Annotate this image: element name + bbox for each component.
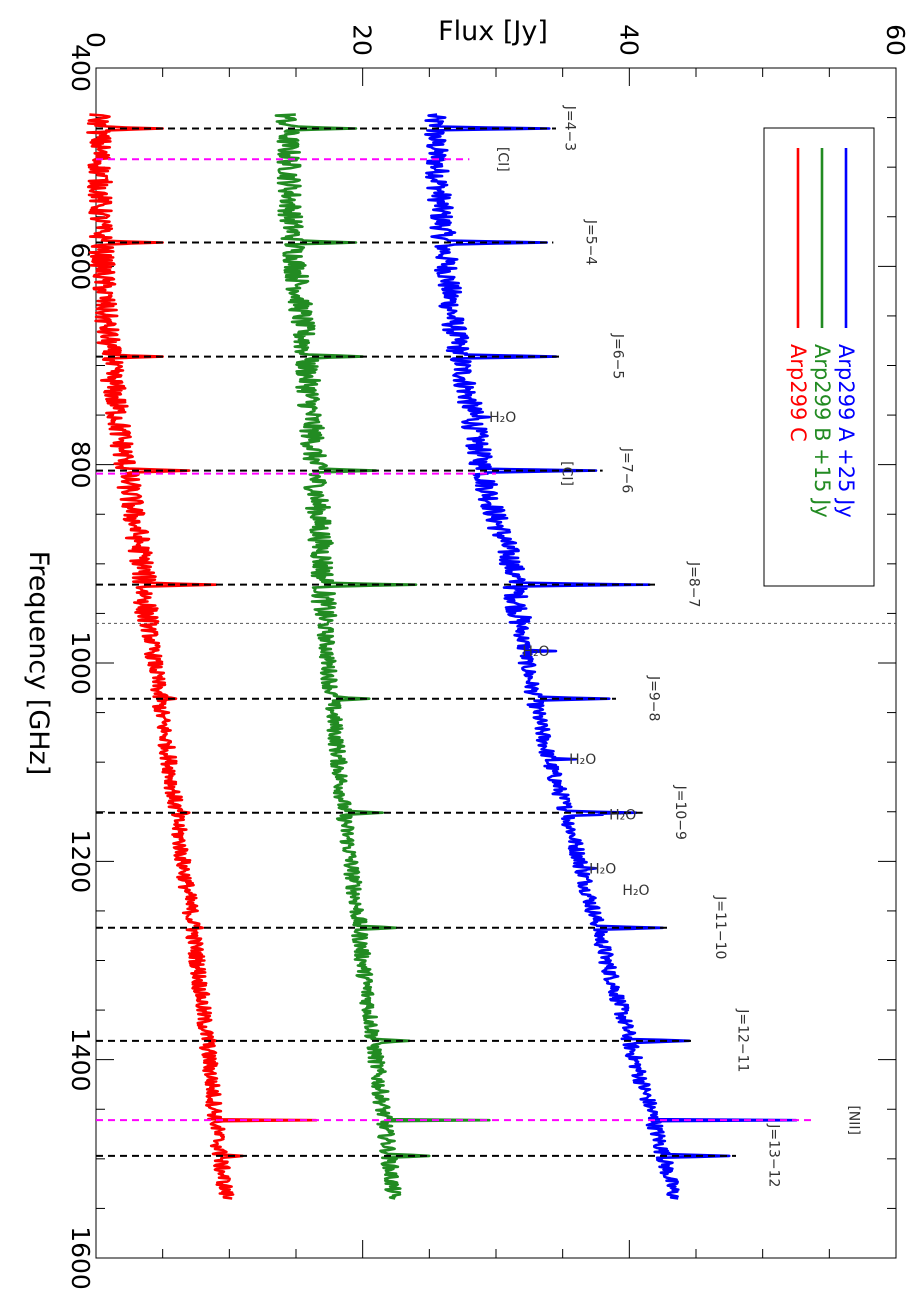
- water-line-label-group: H₂O: [522, 644, 549, 660]
- line-labels: J=4−3 J=5−4 J=6−5 J=7−6 J=8−7 J=9−8 J=10−9 J=11…: [489, 105, 861, 1188]
- legend-entry-group: Arp299 B +15 Jy: [810, 344, 834, 518]
- co-line-label: J=9−8: [645, 675, 661, 721]
- co-line-label-group: J=11−10: [712, 895, 728, 959]
- x-tick-label: 1400: [66, 1028, 95, 1092]
- legend-label-a: Arp299 A +25 Jy: [834, 344, 858, 518]
- atomic-line-label-group: [CI]: [495, 147, 511, 172]
- y-tick-label-group: 20: [348, 24, 377, 56]
- co-line-label: J=10−9: [672, 785, 688, 840]
- water-line-label: H₂O: [522, 644, 549, 660]
- y-tick-label: 0: [81, 32, 110, 48]
- spectra: [86, 113, 798, 1200]
- co-line-label: J=4−3: [561, 105, 577, 151]
- co-line-label: J=11−10: [712, 895, 728, 959]
- legend-label-b: Arp299 B +15 Jy: [810, 344, 834, 518]
- co-line-label: J=5−4: [583, 219, 599, 265]
- x-tick-label: 400: [66, 44, 95, 92]
- spectrum-line-b: [274, 113, 491, 1200]
- co-line-label: J=8−7: [685, 561, 701, 607]
- co-line-label-group: J=10−9: [672, 785, 688, 840]
- x-tick-label: 1000: [66, 631, 95, 695]
- legend-label-c: Arp299 C: [786, 344, 810, 442]
- spectrum-line-c: [86, 113, 318, 1200]
- co-line-label-group: J=13−12: [765, 1123, 781, 1187]
- x-tick-label-group: 1200: [66, 830, 95, 894]
- water-line-label-group: H₂O: [609, 808, 636, 824]
- x-tick-label: 1200: [66, 830, 95, 894]
- water-line-label: H₂O: [622, 883, 649, 899]
- co-line-label-group: J=12−11: [735, 1008, 751, 1072]
- atomic-line-label: [NII]: [845, 1105, 861, 1135]
- co-line-label-group: J=9−8: [645, 675, 661, 721]
- y-tick-label: 40: [614, 24, 643, 56]
- co-line-label: J=6−5: [609, 333, 625, 379]
- co-line-label: J=13−12: [765, 1123, 781, 1187]
- co-line-label-group: J=8−7: [685, 561, 701, 607]
- x-tick-label-group: 800: [66, 441, 95, 489]
- x-axis-title: Frequency [GHz]: [23, 551, 54, 776]
- x-tick-label-group: 1600: [66, 1226, 95, 1290]
- x-tick-label: 1600: [66, 1226, 95, 1290]
- atomic-line-label: [CI]: [559, 461, 575, 486]
- y-tick-label: 60: [881, 24, 910, 56]
- axis-ticks: [95, 67, 897, 1259]
- co-line-label: J=7−6: [619, 447, 635, 493]
- atomic-line-label: [CI]: [495, 147, 511, 172]
- y-tick-label-group: 60: [881, 24, 910, 56]
- y-tick-label: 20: [348, 24, 377, 56]
- water-line-label: H₂O: [569, 752, 596, 768]
- y-axis-title: Flux [Jy]: [438, 16, 548, 47]
- water-line-label-group: H₂O: [622, 883, 649, 899]
- co-line-label: J=12−11: [735, 1008, 751, 1072]
- co-line-label-group: J=6−5: [609, 333, 625, 379]
- water-line-label: H₂O: [609, 808, 636, 824]
- x-tick-label-group: 1000: [66, 631, 95, 695]
- water-line-label-group: H₂O: [569, 752, 596, 768]
- co-line-label-group: J=4−3: [561, 105, 577, 151]
- spectrum-line-a: [424, 113, 798, 1200]
- y-tick-label-group: 40: [614, 24, 643, 56]
- water-line-label-group: H₂O: [589, 861, 616, 877]
- y-tick-label-group: 0: [81, 32, 110, 48]
- x-tick-label-group: 1400: [66, 1028, 95, 1092]
- legend-entry-group: Arp299 C: [786, 344, 810, 442]
- x-tick-label: 800: [66, 441, 95, 489]
- line-markers: [96, 127, 816, 1157]
- co-line-label-group: J=7−6: [619, 447, 635, 493]
- legend-entry-group: Arp299 A +25 Jy: [834, 344, 858, 518]
- water-line-label-group: H₂O: [489, 410, 516, 426]
- x-tick-label-group: 400: [66, 44, 95, 92]
- water-line-label: H₂O: [589, 861, 616, 877]
- water-line-label: H₂O: [489, 410, 516, 426]
- co-line-label-group: J=5−4: [583, 219, 599, 265]
- atomic-line-label-group: [CI]: [559, 461, 575, 486]
- atomic-line-label-group: [NII]: [845, 1105, 861, 1135]
- legend-box: [763, 127, 875, 587]
